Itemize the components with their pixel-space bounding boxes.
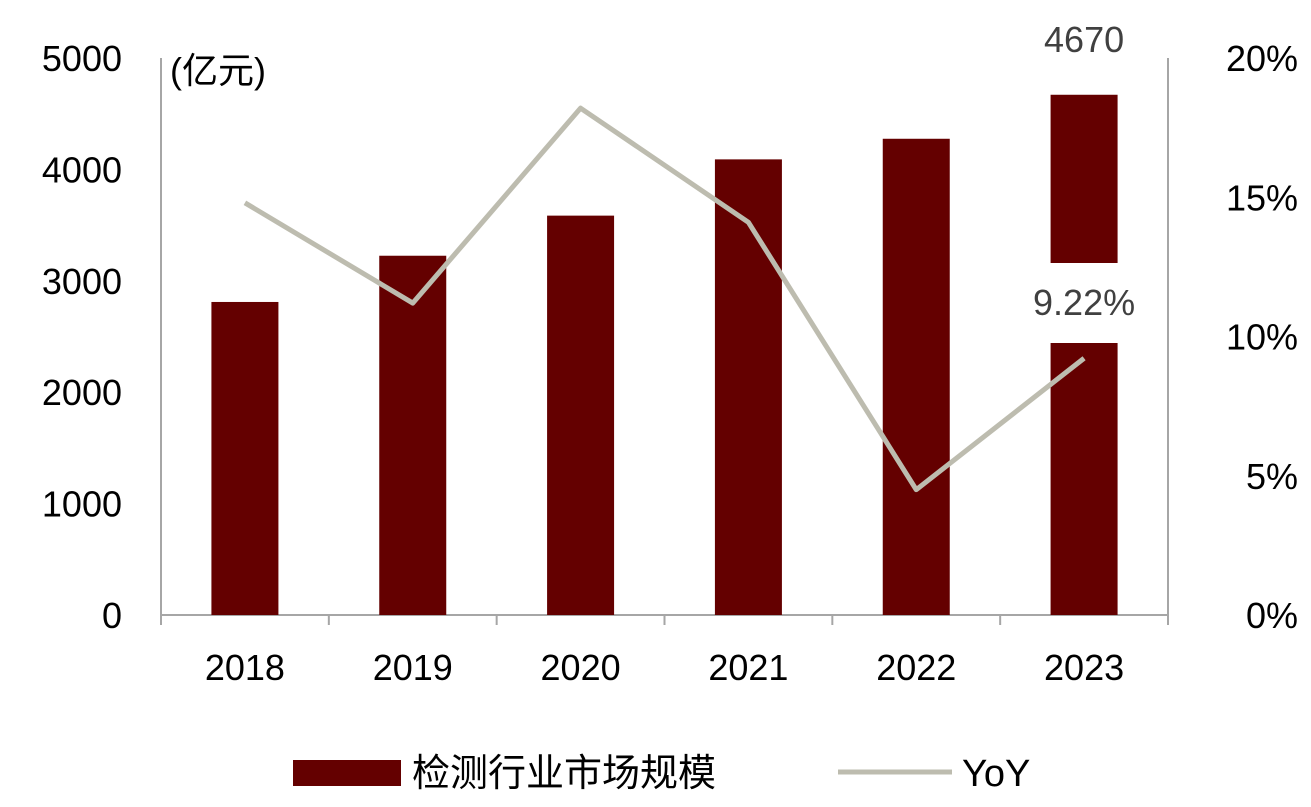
bar [379,255,447,616]
right-tick-label: 0% [1246,595,1298,636]
data-labels: 4670 9.22% [1033,19,1135,323]
legend-bar-swatch [293,760,401,786]
x-axis-ticks: 2018 2019 2020 2021 2022 2023 [160,615,1169,688]
x-tick-label: 2019 [373,647,453,688]
left-tick-label: 3000 [42,261,122,302]
x-tick-label: 2021 [708,647,788,688]
right-tick-label: 10% [1226,317,1298,358]
legend: 检测行业市场规模 YoY [293,753,1030,795]
x-tick-label: 2020 [541,647,621,688]
right-tick-label: 20% [1226,38,1298,79]
legend-line-label: YoY [962,753,1030,795]
left-tick-label: 4000 [42,149,122,190]
left-axis-ticks: 0 1000 2000 3000 4000 5000 [42,38,122,636]
bar [882,138,950,615]
x-tick-label: 2023 [1044,647,1124,688]
bar [714,159,782,615]
line-series [243,105,1086,493]
label-backdrop [1034,263,1135,343]
left-tick-label: 5000 [42,38,122,79]
bar [211,301,279,615]
left-axis-unit-label: (亿元) [170,50,266,91]
right-tick-label: 5% [1246,456,1298,497]
x-tick-label: 2022 [876,647,956,688]
yoy-line [243,105,1086,493]
yoy-data-label-2023: 9.22% [1033,282,1135,323]
bar-series [211,94,1135,616]
bar [547,215,615,616]
right-axis-ticks: 0% 5% 10% 15% 20% [1226,38,1298,636]
left-tick-label: 2000 [42,372,122,413]
left-tick-label: 1000 [42,484,122,525]
axes-layer [160,58,1169,616]
right-tick-label: 15% [1226,177,1298,218]
bar-data-label-2023: 4670 [1044,19,1124,60]
left-tick-label: 0 [102,595,122,636]
x-tick-label: 2018 [205,647,285,688]
legend-bar-label: 检测行业市场规模 [412,753,716,795]
bar [1050,94,1118,615]
